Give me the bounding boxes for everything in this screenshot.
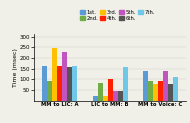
Y-axis label: Time (msec): Time (msec) [13, 48, 18, 87]
Bar [72, 66, 78, 101]
Bar [113, 91, 118, 101]
Bar [158, 81, 163, 101]
Bar [103, 96, 108, 101]
Legend: 1st., 2nd., 3rd., 4th., 5th., 6th., 7th.: 1st., 2nd., 3rd., 4th., 5th., 6th., 7th. [79, 9, 155, 21]
Bar [52, 48, 57, 101]
Bar [173, 77, 178, 101]
Bar [168, 84, 173, 101]
Bar [163, 71, 168, 101]
Bar [67, 67, 72, 101]
Bar [62, 52, 67, 101]
Bar [123, 67, 128, 101]
Bar [93, 96, 98, 101]
Bar [153, 84, 158, 101]
Bar [143, 71, 148, 101]
Bar [108, 79, 113, 101]
Bar [98, 83, 103, 101]
Bar [47, 81, 52, 101]
Bar [148, 81, 153, 101]
Bar [42, 66, 47, 101]
Bar [57, 66, 62, 101]
Bar [118, 91, 123, 101]
